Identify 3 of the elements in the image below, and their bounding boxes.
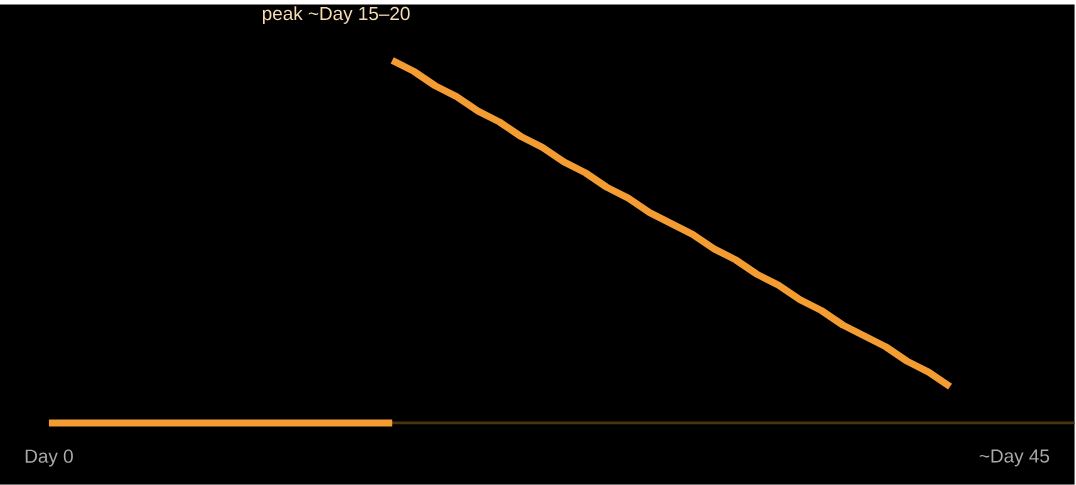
x-tick-label: ~Day 45 bbox=[979, 449, 1050, 467]
text: peak ~Day 15–20 bbox=[262, 6, 410, 24]
x-tick-label: Day 0 bbox=[25, 449, 73, 467]
